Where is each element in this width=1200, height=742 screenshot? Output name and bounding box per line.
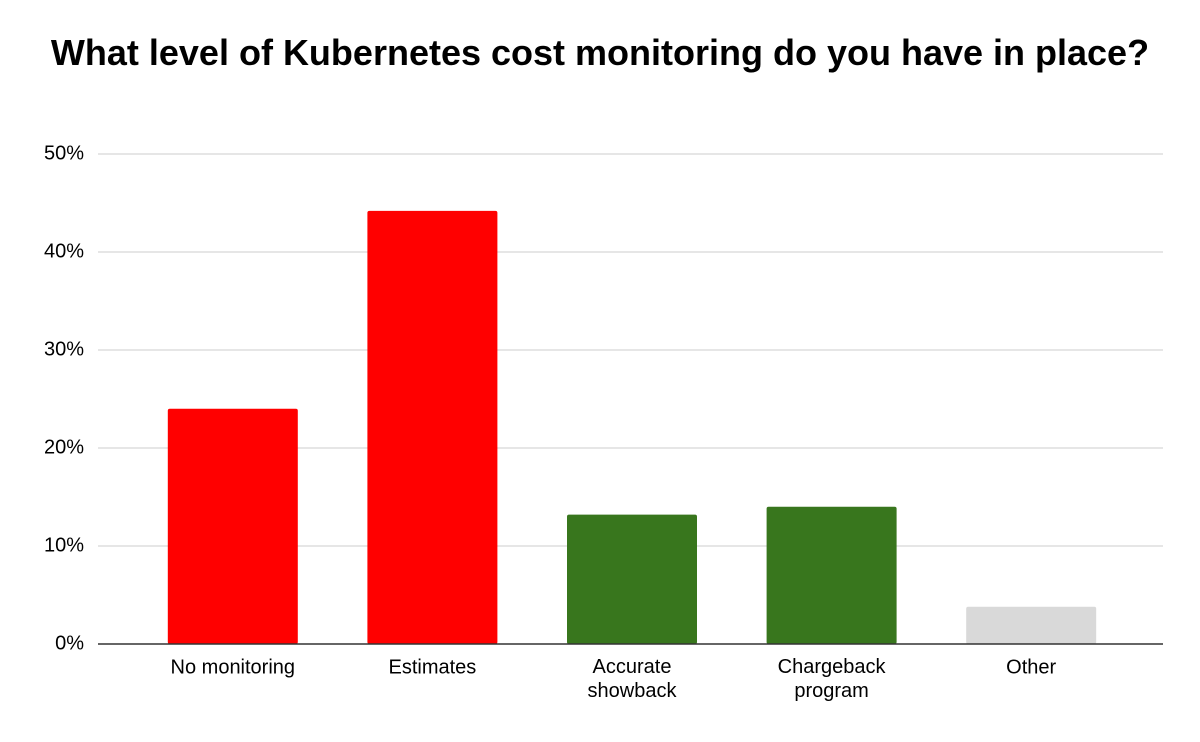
y-tick-label: 0% [55, 632, 84, 654]
x-tick-label: No monitoring [171, 656, 296, 678]
bar [567, 514, 697, 644]
y-tick-label: 30% [44, 338, 84, 360]
y-tick-label: 50% [44, 142, 84, 164]
x-tick-label: Estimates [388, 656, 476, 678]
x-tick-label: Chargeback program [778, 656, 887, 702]
x-tick-label: Other [1006, 656, 1056, 678]
x-tick-label-line: Accurate [593, 656, 672, 678]
x-tick-label-line: showback [588, 680, 678, 702]
bar [966, 606, 1097, 644]
chart-title: What level of Kubernetes cost monitoring… [50, 32, 1150, 73]
bar [766, 506, 897, 644]
y-tick-label: 10% [44, 534, 84, 556]
x-tick-label-line: Chargeback [778, 656, 887, 678]
x-tick-label-line: program [794, 680, 868, 702]
bar [367, 210, 498, 644]
y-tick-label: 20% [44, 436, 84, 458]
y-tick-label: 40% [44, 240, 84, 262]
x-tick-label: Accurate showback [588, 656, 678, 702]
bar [167, 408, 298, 644]
